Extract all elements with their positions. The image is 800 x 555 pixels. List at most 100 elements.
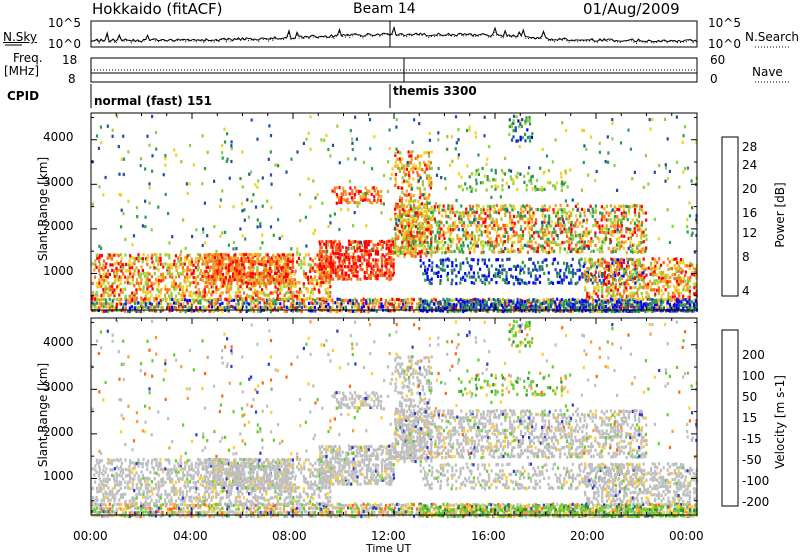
power-cell	[295, 285, 297, 288]
power-cell	[298, 291, 300, 294]
power-cell	[262, 205, 264, 208]
power-cell	[516, 115, 518, 118]
power-cell	[366, 250, 368, 253]
power-cell	[513, 205, 515, 208]
power-cell	[507, 248, 509, 251]
power-cell	[513, 119, 515, 122]
power-cell	[693, 282, 695, 285]
power-cell	[381, 240, 383, 243]
power-cell	[421, 215, 423, 218]
power-cell	[109, 288, 111, 291]
power-cell	[643, 268, 645, 271]
power-cell	[610, 289, 612, 292]
power-cell	[579, 215, 581, 218]
power-cell	[488, 274, 490, 277]
power-cell	[226, 306, 228, 309]
power-cell	[590, 244, 592, 247]
power-cell	[691, 306, 693, 309]
power-cell	[506, 224, 508, 227]
power-cell	[406, 205, 408, 208]
power-cell	[438, 211, 440, 214]
power-cell	[507, 235, 509, 238]
power-cell	[410, 241, 412, 244]
power-cell	[621, 298, 623, 301]
power-cell	[376, 247, 378, 250]
power-cell	[686, 286, 688, 289]
power-cell	[533, 237, 535, 240]
power-cell	[151, 254, 153, 257]
power-cell	[572, 258, 574, 261]
power-cell	[366, 268, 368, 271]
power-cell	[105, 176, 107, 179]
power-cell	[395, 222, 397, 225]
power-cell	[259, 301, 261, 304]
power-cell	[561, 278, 563, 281]
power-cell	[278, 259, 280, 262]
power-cell	[395, 181, 397, 184]
power-cell	[488, 281, 490, 284]
power-cell	[397, 205, 399, 208]
power-cell	[522, 215, 524, 218]
power-cell	[290, 291, 292, 294]
power-cell	[182, 218, 184, 221]
power-cell	[636, 291, 638, 294]
power-cell	[632, 273, 634, 276]
power-cell	[411, 223, 413, 226]
power-cell	[121, 209, 123, 212]
power-cell	[494, 188, 496, 191]
power-cell	[434, 220, 436, 223]
power-cell	[689, 267, 691, 270]
power-cell	[553, 250, 555, 253]
power-cell	[120, 282, 122, 285]
power-cell	[539, 265, 541, 268]
power-cell	[427, 228, 429, 231]
power-cell	[491, 241, 493, 244]
power-cell	[403, 180, 405, 183]
power-cell	[440, 259, 442, 262]
power-cell	[506, 282, 508, 285]
power-cell	[634, 208, 636, 211]
power-cell	[221, 231, 223, 234]
power-cell	[285, 171, 287, 174]
power-cell	[258, 279, 260, 282]
power-cell	[647, 293, 649, 296]
power-cell	[267, 253, 269, 256]
power-cell	[399, 196, 401, 199]
power-cell	[557, 262, 559, 265]
power-cell	[310, 264, 312, 267]
power-cell	[182, 285, 184, 288]
power-cell	[289, 279, 291, 282]
power-cell	[142, 260, 144, 263]
power-cell	[225, 298, 227, 301]
power-cell	[379, 240, 381, 243]
power-cell	[335, 249, 337, 252]
power-cell	[601, 215, 603, 218]
power-cell	[397, 213, 399, 216]
power-cell	[559, 247, 561, 250]
power-cell	[645, 212, 647, 215]
power-cell	[133, 284, 135, 287]
power-cell	[508, 185, 510, 188]
power-cell	[457, 128, 459, 131]
power-cell	[601, 295, 603, 298]
power-cell	[197, 301, 199, 304]
power-cell	[524, 205, 526, 208]
power-cell	[606, 286, 608, 289]
power-cell	[129, 264, 131, 267]
power-cell	[256, 186, 258, 189]
power-cell	[436, 174, 438, 177]
power-cell	[538, 299, 540, 302]
power-cell	[137, 253, 139, 256]
power-cell	[408, 234, 410, 237]
power-cell	[187, 266, 189, 269]
power-cell	[393, 262, 395, 265]
power-cell	[118, 254, 120, 257]
power-cell	[430, 207, 432, 210]
power-cell	[328, 240, 330, 243]
power-cell	[401, 187, 403, 190]
power-cell	[529, 122, 531, 125]
power-cell	[256, 294, 258, 297]
power-cell	[390, 250, 392, 253]
power-cell	[401, 158, 403, 161]
power-cell	[263, 269, 265, 272]
